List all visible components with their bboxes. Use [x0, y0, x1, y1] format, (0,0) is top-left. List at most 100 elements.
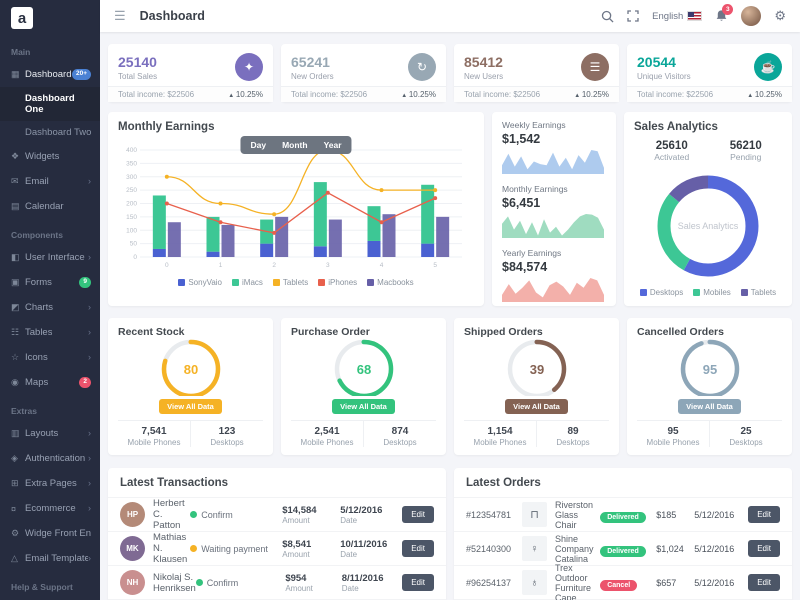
sidebar-item-label: Extra Pages — [25, 478, 77, 489]
search-icon[interactable] — [601, 10, 614, 23]
order-product-name: Shine Company Catalina — [555, 533, 594, 564]
view-all-data-button[interactable]: View All Data — [332, 399, 395, 414]
gauge-stat-value: 25 — [740, 426, 752, 437]
sidebar-item-tables[interactable]: ☷ Tables › — [0, 320, 100, 345]
gauge-stats: 2,541 Mobile Phones 874 Desktops — [291, 420, 436, 447]
svg-text:2: 2 — [272, 262, 276, 269]
stat-card-top: 85412 New Users ☰ — [454, 44, 619, 86]
email-templates-icon: △ — [11, 553, 18, 563]
legend-swatch — [232, 279, 239, 286]
order-id: #96254137 — [466, 577, 512, 588]
svg-text:300: 300 — [126, 174, 137, 181]
stat-change-value: 10.25% — [754, 90, 782, 99]
svg-text:250: 250 — [126, 187, 137, 194]
sidebar-item-widgets[interactable]: ❖ Widgets — [0, 144, 100, 169]
gauge-stat-desktops: 123 Desktops — [190, 421, 263, 447]
range-button-year[interactable]: Year — [323, 140, 342, 150]
stat-value: 85412 — [464, 53, 503, 70]
gauge-stat-desktops: 25 Desktops — [709, 421, 782, 447]
sidebar-item-user-interface[interactable]: ◧ User Interface › — [0, 245, 100, 270]
range-button-day[interactable]: Day — [250, 140, 267, 150]
language-selector[interactable]: English — [652, 11, 703, 22]
view-all-data-button[interactable]: View All Data — [505, 399, 568, 414]
stat-card-new-orders: 65241 New Orders ↻ Total income: $22506 ▲ 10… — [281, 44, 446, 102]
yearly-earnings-block: Yearly Earnings $84,574 — [502, 248, 606, 307]
analytics-stat-activated: 25610 Activated — [654, 140, 689, 162]
monthly-earnings-title: Monthly Earnings — [118, 121, 215, 133]
dashboard-icon: ▦ — [11, 69, 20, 79]
edit-button[interactable]: Edit — [402, 574, 434, 591]
analytics-stat-value: 56210 — [729, 140, 762, 152]
shipped-orders-gauge: 39 — [507, 339, 566, 396]
order-date: 5/12/2016 — [694, 543, 735, 554]
gauge-stat-mobile-phones: 2,541 Mobile Phones — [291, 421, 363, 447]
edit-button[interactable]: Edit — [402, 540, 434, 557]
sidebar-nav: Main ▦ Dashboard 20+ Dashboard One Dashboard … — [0, 36, 100, 600]
view-all-data-button[interactable]: View All Data — [159, 399, 222, 414]
sidebar-item-email-templates[interactable]: △ Email Templates › — [0, 546, 100, 571]
gauge-stat-mobile-phones: 7,541 Mobile Phones — [118, 421, 190, 447]
notifications-button[interactable]: 3 — [715, 4, 734, 23]
sidebar-item-layouts[interactable]: ▥ Layouts › — [0, 421, 100, 446]
gauge-card-title: Purchase Order — [291, 326, 370, 338]
page-title: Dashboard — [139, 9, 205, 23]
gauge-stat-label: Desktops — [729, 438, 763, 447]
sales-analytics-card: Sales Analytics 25610 Activated 56210 Pendi… — [624, 112, 792, 306]
sidebar-badge: 9 — [79, 277, 91, 288]
legend-swatch — [639, 289, 647, 296]
stat-card-top: 65241 New Orders ↻ — [281, 44, 446, 86]
fullscreen-icon[interactable] — [627, 10, 639, 22]
menu-toggle-icon[interactable]: ☰ — [114, 8, 126, 23]
transaction-row: MK Mathias N. Klausen Waiting payment $8,54… — [108, 531, 446, 565]
sidebar-item-forms[interactable]: ▣ Forms 9 — [0, 270, 100, 295]
earnings-label: Monthly Earnings — [502, 184, 568, 194]
sidebar-item-charts[interactable]: ◩ Charts › — [0, 295, 100, 320]
sidebar-subitem-dashboard-two[interactable]: Dashboard Two — [25, 127, 92, 138]
sidebar: a Main ▦ Dashboard 20+ Dashboard One Dashboar… — [0, 0, 100, 600]
view-all-data-button[interactable]: View All Data — [678, 399, 741, 414]
date-value: 8/11/2016 — [341, 572, 384, 584]
sidebar-item-authentication[interactable]: ◈ Authentication › — [0, 446, 100, 471]
sidebar-item-label: Charts — [25, 302, 53, 313]
stat-value: 65241 — [291, 53, 330, 70]
user-avatar[interactable] — [741, 6, 762, 26]
edit-button[interactable]: Edit — [748, 574, 780, 591]
icons-icon: ☆ — [11, 352, 20, 362]
sidebar-item-label: Dashboard — [25, 69, 72, 80]
transaction-status: Waiting payment — [190, 544, 282, 554]
stat-label: Total Sales — [118, 71, 158, 81]
sidebar-item-widge-front-end[interactable]: ⚙ Widge Front End — [0, 521, 100, 546]
sidebar-item-extra-pages[interactable]: ⊞ Extra Pages › — [0, 471, 100, 496]
stat-value: 20544 — [637, 53, 676, 70]
stat-card-footer: Total income: $22506 ▲ 10.25% — [108, 86, 273, 102]
latest-orders-card: Latest Orders #12354781 ⊓ Riverston Glass … — [454, 468, 792, 600]
sidebar-item-ecommerce[interactable]: ¤ Ecommerce › — [0, 496, 100, 521]
gauge-stat-label: Desktops — [556, 438, 590, 447]
order-row: #12354781 ⊓ Riverston Glass Chair Delivered… — [454, 497, 792, 531]
transaction-date: 10/11/2016 Date — [340, 539, 398, 559]
gauge-card-title: Recent Stock — [118, 326, 185, 338]
sidebar-subitem-dashboard-one[interactable]: Dashboard One — [0, 87, 100, 121]
range-button-month[interactable]: Month — [282, 140, 308, 150]
settings-gear-icon[interactable]: ⚙ — [774, 8, 786, 23]
edit-button[interactable]: Edit — [748, 506, 780, 523]
app-logo[interactable]: a — [0, 0, 100, 36]
sidebar-section-label: Extras — [11, 406, 37, 416]
chevron-right-icon: › — [88, 327, 91, 337]
analytics-stat-value: 25610 — [655, 140, 688, 152]
stat-card-total-sales: 25140 Total Sales ✦ Total income: $22506 ▲ 1… — [108, 44, 273, 102]
cup-icon: ☕ — [754, 53, 782, 81]
sidebar-item-icons[interactable]: ☆ Icons › — [0, 345, 100, 370]
analytics-stat-pending: 56210 Pending — [730, 140, 762, 162]
email-icon: ✉ — [11, 176, 19, 186]
monthly-chart-legend: SonyVaio iMacs Tablets iPhones Macbooks — [118, 278, 474, 287]
sidebar-item-calendar[interactable]: ▤ Calendar — [0, 194, 100, 219]
edit-button[interactable]: Edit — [748, 540, 780, 557]
sidebar-item-maps[interactable]: ◉ Maps 2 — [0, 370, 100, 395]
sidebar-item-email[interactable]: ✉ Email › — [0, 169, 100, 194]
amount-value: $8,541 — [282, 538, 312, 550]
edit-button[interactable]: Edit — [402, 506, 434, 523]
sidebar-item-dashboard[interactable]: ▦ Dashboard 20+ — [0, 62, 100, 87]
transaction-status: Confirm — [190, 510, 282, 520]
stat-change: ▲ 10.25% — [228, 90, 263, 99]
